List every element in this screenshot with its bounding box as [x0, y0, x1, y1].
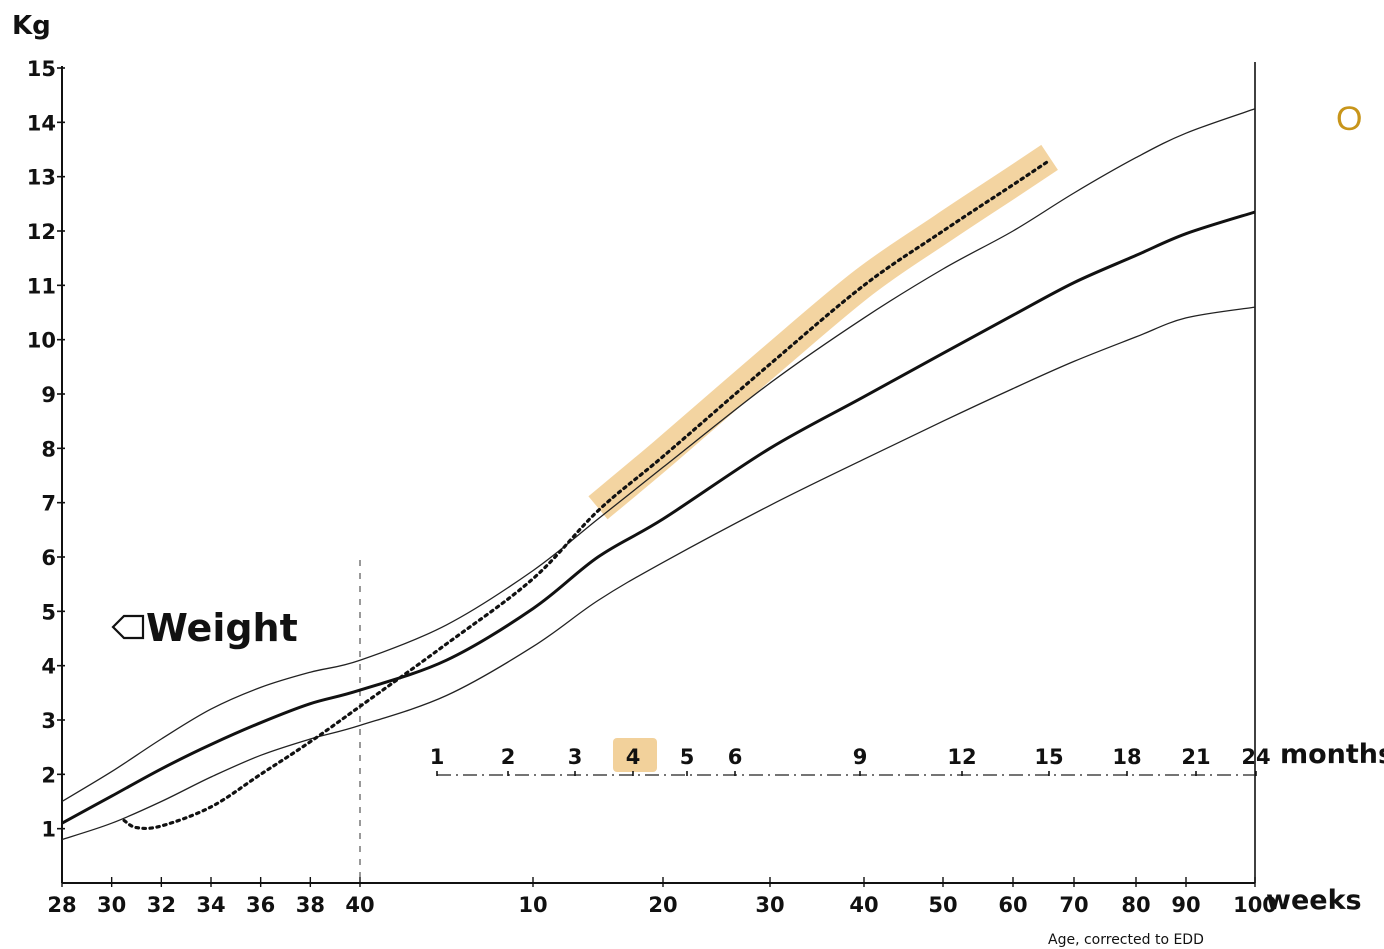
curve-upper-thin — [61, 108, 1256, 803]
x-tick-label: 30 — [97, 893, 126, 917]
months-tick-label: 4 — [626, 745, 641, 769]
curve-median-thick — [61, 210, 1256, 825]
x-tick-label: 36 — [246, 893, 275, 917]
months-tick-label: 24 — [1241, 745, 1270, 769]
y-tick-label: 3 — [41, 709, 56, 733]
months-tick-label: 21 — [1181, 745, 1210, 769]
months-tick-label: 2 — [501, 745, 516, 769]
months-tick-label: 12 — [947, 745, 976, 769]
curve-dotted-measured — [122, 158, 1052, 831]
x-unit-label: weeks — [1266, 885, 1362, 916]
x-tick-label: 40 — [849, 893, 878, 917]
months-tick-label: 18 — [1112, 745, 1141, 769]
y-tick-label: 4 — [41, 655, 56, 679]
months-tick-label: 15 — [1034, 745, 1063, 769]
months-unit-label: months — [1280, 739, 1384, 770]
axes-layer — [57, 62, 1257, 887]
y-tick-label: 8 — [41, 437, 56, 461]
y-tick-label: 9 — [41, 383, 56, 407]
highlight-band — [588, 144, 1058, 520]
x-tick-label: 100 — [1233, 893, 1277, 917]
y-tick-label: 15 — [27, 57, 56, 81]
y-tick-label: 11 — [27, 274, 56, 298]
x-tick-label: 10 — [518, 893, 547, 917]
y-tick-label: 5 — [41, 600, 56, 624]
x-tick-label: 70 — [1059, 893, 1088, 917]
x-tick-label: 20 — [648, 893, 677, 917]
months-tick-label: 1 — [430, 745, 445, 769]
x-tick-label: 28 — [47, 893, 76, 917]
x-tick-label: 50 — [928, 893, 957, 917]
y-tick-label: 6 — [41, 546, 56, 570]
month-4-highlight — [613, 738, 657, 772]
x-tick-label: 32 — [147, 893, 176, 917]
labels-layer: Kg weeks months Age, corrected to EDD We… — [12, 11, 1384, 948]
months-tick-label: 3 — [568, 745, 583, 769]
x-tick-label: 90 — [1171, 893, 1200, 917]
x-tick-label: 30 — [755, 893, 784, 917]
corner-text: O — [1336, 100, 1362, 138]
y-tick-label: 10 — [27, 329, 56, 353]
y-tick-label: 14 — [27, 111, 56, 135]
weight-pointer-icon — [111, 614, 145, 640]
x-tick-label: 80 — [1121, 893, 1150, 917]
x-tick-label: 60 — [998, 893, 1027, 917]
y-tick-label: 13 — [27, 166, 56, 190]
y-tick-label: 7 — [41, 492, 56, 516]
highlight-layer — [588, 144, 1058, 772]
weight-annotation: Weight — [146, 606, 298, 650]
y-unit-label: Kg — [12, 11, 51, 41]
curve-lower-thin — [61, 306, 1256, 841]
y-tick-label: 12 — [27, 220, 56, 244]
y-tick-label: 2 — [41, 763, 56, 787]
months-tick-label: 5 — [680, 745, 695, 769]
x-tick-label: 40 — [345, 893, 374, 917]
months-tick-label: 9 — [853, 745, 868, 769]
months-tick-label: 6 — [728, 745, 743, 769]
age-corrected-note: Age, corrected to EDD — [1048, 932, 1204, 948]
x-tick-label: 38 — [296, 893, 325, 917]
curves-layer — [61, 108, 1256, 841]
y-tick-label: 1 — [41, 818, 56, 842]
x-tick-label: 34 — [196, 893, 225, 917]
